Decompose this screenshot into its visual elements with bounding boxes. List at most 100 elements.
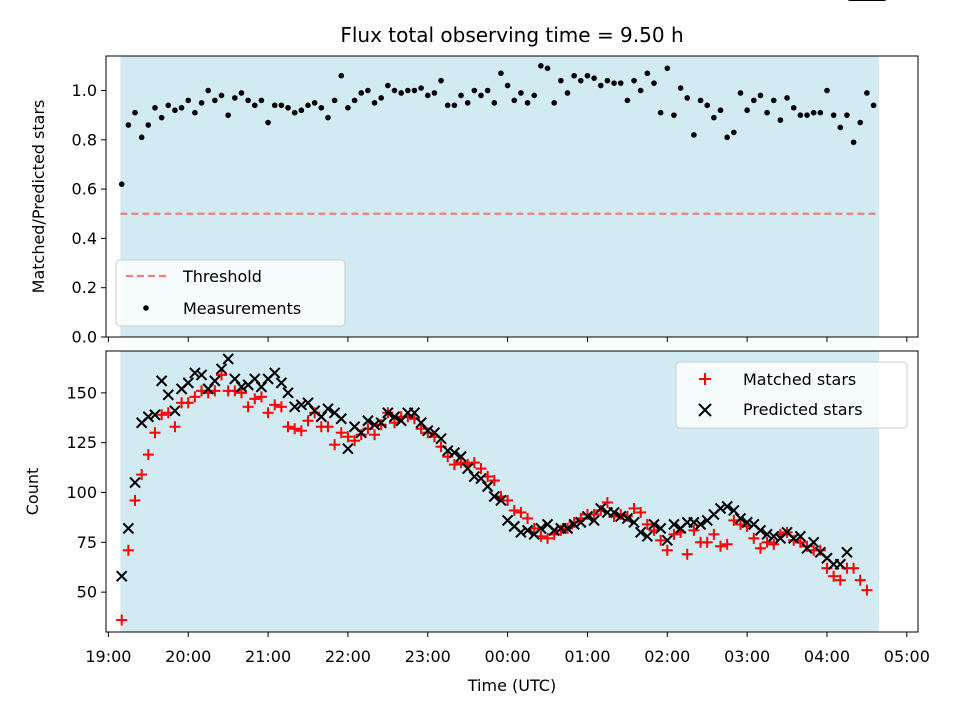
measurement-point <box>132 109 138 116</box>
matched-star-point <box>455 457 467 469</box>
matched-star-point <box>621 510 633 522</box>
predicted-star-point <box>761 528 773 541</box>
legend-matched-label: Matched stars <box>743 370 856 389</box>
predicted-star-point <box>408 407 421 419</box>
matched-star-point <box>701 536 713 548</box>
matched-star-point <box>542 532 554 544</box>
measurement-point <box>291 109 298 116</box>
predicted-star-point <box>741 516 753 529</box>
predicted-star-point <box>714 502 727 515</box>
measurement-point <box>178 104 185 111</box>
top-y-tick-label: 0.6 <box>72 180 97 199</box>
measurement-point <box>484 87 491 94</box>
matched-star-point <box>721 538 733 550</box>
measurement-point <box>338 72 345 79</box>
predicted-star-point <box>282 387 294 399</box>
measurement-point <box>591 75 597 81</box>
measurement-point <box>518 90 524 96</box>
matched-star-point <box>335 427 347 439</box>
predicted-star-point <box>694 518 707 531</box>
measurement-point <box>864 90 870 96</box>
top-y-tick-label: 0.8 <box>72 130 97 149</box>
measurement-point <box>790 104 797 111</box>
predicted-star-point <box>595 502 607 515</box>
measurement-point <box>418 85 424 91</box>
measurement-point <box>464 100 471 106</box>
measurement-point <box>524 100 531 106</box>
matched-star-point <box>242 401 254 413</box>
x-tick-label: 23:00 <box>405 647 451 666</box>
matched-star-point <box>349 435 361 447</box>
bottom-y-tick-label: 150 <box>66 383 97 402</box>
measurement-point <box>664 65 671 72</box>
matched-star-point <box>814 544 826 556</box>
measurement-point <box>611 80 617 86</box>
matched-star-point <box>748 532 760 544</box>
matched-stars-legend-swatch <box>699 373 711 385</box>
measurement-point <box>844 112 850 118</box>
measurement-point <box>504 82 511 89</box>
predicted-star-point <box>488 490 501 503</box>
predicted-star-point <box>422 425 434 437</box>
matched-star-point <box>156 409 168 421</box>
measurement-point <box>724 134 730 141</box>
bottom-y-tick-label: 75 <box>77 533 97 552</box>
measurement-point <box>378 95 384 101</box>
matched-star-point <box>828 570 840 582</box>
top-x-ticks <box>107 337 908 342</box>
top-axes-frame <box>105 55 919 338</box>
predicted-star-point <box>335 413 347 425</box>
matched-star-point <box>628 502 640 514</box>
predicted-star-point <box>495 494 507 507</box>
top-legend: Threshold Measurements <box>115 259 346 327</box>
measurement-point <box>451 102 458 109</box>
measurement-point <box>424 92 431 99</box>
legend-threshold-label: Threshold <box>182 267 262 286</box>
measurement-point <box>551 100 557 106</box>
matched-star-point <box>282 421 294 433</box>
matched-star-point <box>754 542 766 554</box>
matched-star-point <box>216 369 228 381</box>
predicted-star-point <box>388 411 401 423</box>
measurement-point <box>538 63 544 69</box>
measurement-point <box>198 100 205 106</box>
measurement-point <box>511 97 518 104</box>
predicted-stars-legend-swatch <box>698 403 712 417</box>
measurement-point <box>571 72 577 79</box>
measurement-point <box>331 97 338 104</box>
measurement-point <box>478 92 484 99</box>
predicted-star-point <box>515 526 527 539</box>
matched-star-point <box>116 614 128 626</box>
measurement-point <box>285 104 291 111</box>
measurement-point <box>238 90 245 96</box>
matched-star-point <box>329 439 341 451</box>
top-legend-box <box>115 259 346 327</box>
predicted-star-point <box>169 405 181 417</box>
matched-star-point <box>502 494 514 506</box>
predicted-star-point <box>807 536 820 549</box>
measurement-point <box>531 92 538 99</box>
predicted-star-point <box>235 381 248 393</box>
predicted-star-point <box>608 506 620 519</box>
predicted-star-point <box>222 353 234 365</box>
measurement-point <box>358 90 365 96</box>
matched-star-point <box>768 538 780 550</box>
matched-star-point <box>568 516 580 528</box>
predicted-star-point <box>841 546 853 558</box>
measurement-point <box>398 90 404 96</box>
matched-star-point <box>302 415 314 427</box>
top-y-tick-label: 0.4 <box>72 229 97 248</box>
matched-star-point <box>761 536 773 548</box>
measurement-point <box>737 90 744 96</box>
measurement-point <box>777 117 784 123</box>
bottom-axes-frame <box>105 350 919 633</box>
predicted-star-point <box>468 470 481 483</box>
matched-star-point <box>375 419 387 431</box>
top-panel: 0.0 0.2 0.4 0.6 0.8 1.0 Matched/Predicted sta… <box>29 55 919 347</box>
predicted-stars-series <box>115 0 886 582</box>
measurement-point <box>770 97 777 104</box>
bottom-y-axis-label: Count <box>23 468 42 516</box>
matched-star-point <box>142 449 154 461</box>
measurement-point <box>138 134 145 141</box>
x-axis-label: Time (UTC) <box>467 676 556 695</box>
